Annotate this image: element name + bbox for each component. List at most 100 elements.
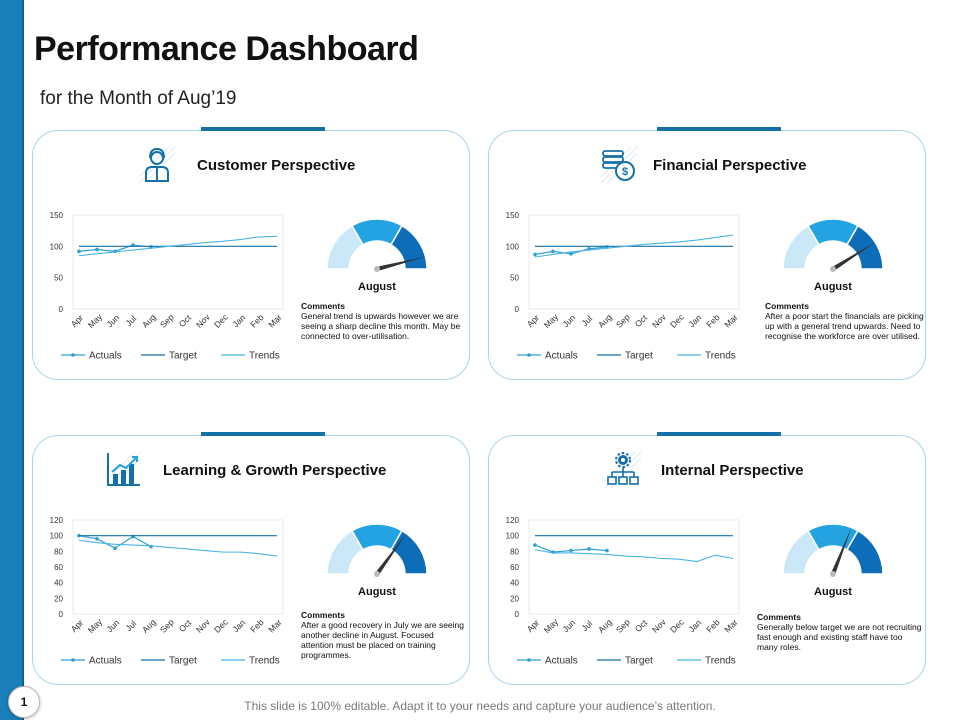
x-tick-label: May xyxy=(542,311,561,330)
comments-title: Comments xyxy=(757,612,801,622)
x-tick-label: Mar xyxy=(722,617,740,635)
series-line-trends xyxy=(78,235,278,257)
y-tick-label: 120 xyxy=(50,516,64,525)
customer-service-icon xyxy=(138,146,176,184)
comments-text: After a good recovery in July we are see… xyxy=(301,620,465,660)
panel-title: Learning & Growth Perspective xyxy=(163,462,387,479)
gauge-hub xyxy=(374,571,380,577)
y-tick-label: 150 xyxy=(506,211,520,220)
customer-perspective-panel: Customer Perspective 0 50 100 150 Apr May Jun J… xyxy=(32,127,470,380)
plot-area xyxy=(528,519,740,615)
x-tick-label: Dec xyxy=(212,616,230,634)
x-tick-label: Aug xyxy=(596,312,614,330)
gauge-chart xyxy=(782,523,884,577)
y-tick-label: 100 xyxy=(506,242,520,251)
panel-title: Internal Perspective xyxy=(661,462,804,479)
x-tick-label: Jun xyxy=(104,617,121,634)
gauge-needle xyxy=(376,256,426,272)
y-tick-label: 0 xyxy=(515,610,520,619)
gauge-hub xyxy=(830,266,836,272)
x-tick-label: Dec xyxy=(668,311,686,329)
x-tick-label: Oct xyxy=(177,312,194,329)
line-chart: 0 50 100 150 Apr May Jun Jul Aug Sep Oct Nov Dec Jan F… xyxy=(50,211,284,362)
x-tick-label: Aug xyxy=(140,312,158,330)
legend-marker xyxy=(71,658,75,662)
gauge-chart xyxy=(782,218,884,272)
actuals-point xyxy=(569,548,573,553)
coins-icon: $ xyxy=(600,146,638,184)
gauge-hub xyxy=(374,266,380,272)
panel-tab xyxy=(657,432,781,436)
legend-marker xyxy=(527,353,531,357)
actuals-point xyxy=(533,543,537,547)
comments-text: General trend is upwards however we are … xyxy=(301,311,461,341)
comments-title: Comments xyxy=(301,301,345,311)
y-tick-label: 20 xyxy=(54,594,63,603)
panel-tab xyxy=(201,432,325,436)
x-tick-label: Sep xyxy=(614,312,632,330)
footer-note: This slide is 100% editable. Adapt it to… xyxy=(244,699,716,713)
y-tick-label: 100 xyxy=(50,532,64,541)
y-tick-label: 150 xyxy=(50,211,64,220)
x-tick-label: Aug xyxy=(596,617,614,635)
legend-label-trends: Trends xyxy=(249,351,280,362)
legend-label-target: Target xyxy=(169,656,197,667)
legend-label-actuals: Actuals xyxy=(545,656,578,667)
series-line-trends xyxy=(534,234,734,258)
x-tick-label: Sep xyxy=(614,617,632,635)
y-tick-label: 0 xyxy=(515,305,520,314)
x-tick-label: Apr xyxy=(69,618,86,635)
internal-perspective-panel: Internal Perspective 0 20 40 60 80 100 120 Apr M… xyxy=(488,432,926,685)
legend-label-trends: Trends xyxy=(705,351,736,362)
legend-label-target: Target xyxy=(169,351,197,362)
y-tick-label: 80 xyxy=(54,547,63,556)
series-line-trends xyxy=(78,539,278,557)
legend-label-trends: Trends xyxy=(705,656,736,667)
x-tick-label: Jul xyxy=(123,313,138,328)
x-tick-label: Mar xyxy=(722,312,740,330)
y-tick-label: 40 xyxy=(510,579,519,588)
x-tick-label: Jun xyxy=(560,617,577,634)
left-accent-bar xyxy=(0,0,24,720)
x-tick-label: May xyxy=(86,616,105,635)
panel-title: Financial Perspective xyxy=(653,157,807,174)
actuals-point xyxy=(77,249,81,254)
x-tick-label: Nov xyxy=(650,616,668,634)
x-tick-label: May xyxy=(86,311,105,330)
line-chart: 0 50 100 150 Apr May Jun Jul Aug Sep Oct Nov Dec Jan F… xyxy=(506,211,740,362)
x-tick-label: Apr xyxy=(525,618,542,635)
gauge-segment xyxy=(845,529,884,575)
gauge-needle xyxy=(831,242,876,271)
learning-growth-perspective-panel: Learning & Growth Perspective 0 20 40 60 80 1… xyxy=(32,432,470,685)
plot-area xyxy=(72,214,284,310)
legend-label-target: Target xyxy=(625,656,653,667)
x-tick-label: Jan xyxy=(686,617,703,634)
page-title: Performance Dashboard xyxy=(34,30,419,68)
x-tick-label: Feb xyxy=(248,312,266,330)
gauge-chart xyxy=(326,523,428,577)
line-chart: 0 20 40 60 80 100 120 Apr May Jun Jul Aug Sep Oct Nov D… xyxy=(50,516,284,667)
x-tick-label: May xyxy=(542,616,561,635)
comments-box: Comments After a good recovery in July w… xyxy=(301,610,467,660)
page-subtitle: for the Month of Aug’19 xyxy=(40,88,237,109)
comments-title: Comments xyxy=(301,610,345,620)
legend-label-actuals: Actuals xyxy=(545,351,578,362)
x-tick-label: Oct xyxy=(633,617,650,634)
actuals-point xyxy=(605,548,609,553)
plot-area xyxy=(72,519,284,615)
gauge-needle xyxy=(830,527,852,575)
comments-text: After a poor start the financials are pi… xyxy=(765,311,924,341)
legend-label-target: Target xyxy=(625,351,653,362)
x-tick-label: Jan xyxy=(686,312,703,329)
x-tick-label: Jun xyxy=(560,312,577,329)
x-tick-label: Nov xyxy=(194,311,212,329)
panel-title: Customer Perspective xyxy=(197,157,356,174)
panel-tab xyxy=(657,127,781,131)
x-tick-label: Oct xyxy=(633,312,650,329)
comments-text: Generally below target we are not recrui… xyxy=(757,622,922,652)
y-tick-label: 100 xyxy=(50,242,64,251)
actuals-point xyxy=(569,252,573,256)
series-line-trends xyxy=(534,549,734,563)
actuals-point xyxy=(551,249,555,254)
y-tick-label: 50 xyxy=(54,274,63,283)
